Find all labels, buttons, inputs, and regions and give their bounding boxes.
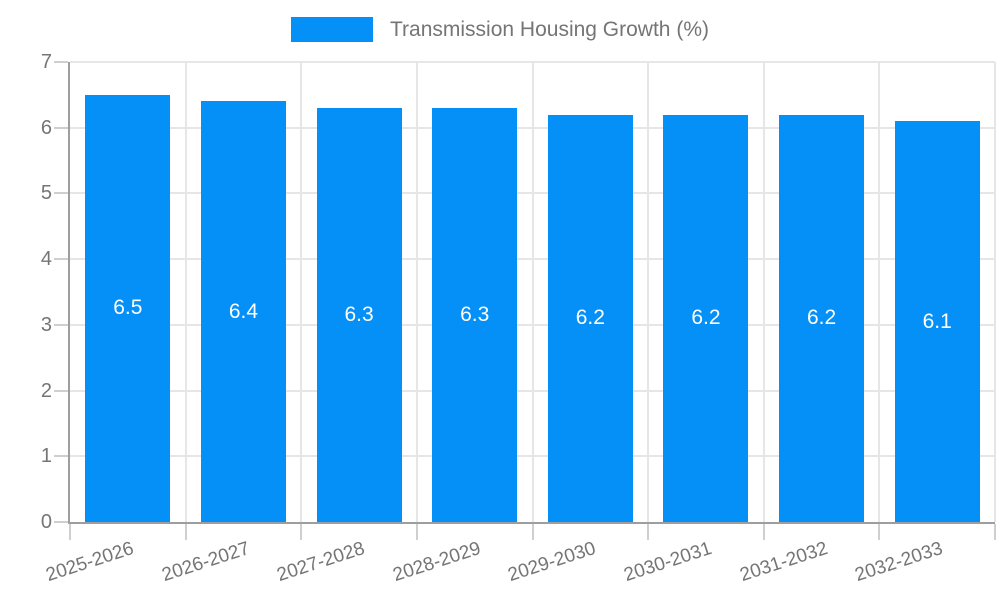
gridline-vertical [994, 62, 996, 522]
gridline-vertical [531, 62, 534, 522]
bar-value-label: 6.5 [113, 296, 143, 320]
bar-value-label: 6.1 [922, 309, 952, 333]
bar[interactable]: 6.1 [894, 121, 980, 522]
gridline-vertical [300, 62, 303, 522]
x-axis-tick [415, 524, 418, 540]
y-tick-label: 2 [40, 379, 52, 402]
y-tick-label: 5 [40, 182, 52, 205]
gridline-vertical [184, 62, 187, 522]
y-axis-tick [54, 258, 68, 261]
x-axis-tick [647, 524, 650, 540]
bar-value-label: 6.3 [460, 303, 490, 326]
y-axis-tick [54, 192, 68, 195]
x-tick-label: 2030-2031 [621, 538, 715, 587]
bar[interactable]: 6.2 [779, 114, 865, 522]
x-axis-tick [300, 524, 303, 540]
bar-value-label: 6.4 [228, 299, 259, 323]
bar[interactable]: 6.4 [200, 101, 286, 522]
bar-value-label: 6.2 [575, 306, 605, 330]
y-tick-label: 0 [40, 511, 52, 533]
bar-value-label: 6.2 [806, 306, 837, 330]
y-axis-tick [54, 323, 68, 326]
x-tick-label: 2025-2026 [43, 538, 137, 587]
bar[interactable]: 6.2 [547, 114, 633, 522]
gridline-vertical [878, 62, 881, 522]
y-tick-label: 7 [40, 51, 52, 73]
bar-value-label: 6.3 [344, 303, 374, 326]
y-axis-tick [54, 455, 68, 458]
y-axis-tick [54, 389, 68, 392]
x-tick-label: 2028-2029 [390, 538, 484, 587]
bar[interactable]: 6.3 [432, 108, 518, 522]
x-axis-tick [531, 524, 534, 540]
y-tick-label: 1 [40, 445, 52, 468]
x-tick-label: 2026-2027 [159, 538, 252, 587]
plot-area: 0 1 2 3 4 5 6 7 6.5 6.4 6.3 6.3 6.2 6.2 6.2 6.1 2025-202… [41, 51, 996, 586]
y-axis-tick [54, 126, 68, 129]
gridline-vertical [762, 62, 765, 522]
y-axis-tick [54, 61, 68, 63]
x-tick-label: 2027-2028 [274, 538, 368, 587]
y-axis-tick [54, 521, 68, 523]
x-axis-tick [994, 524, 996, 540]
bar[interactable]: 6.5 [85, 94, 171, 522]
y-tick-label: 4 [40, 248, 52, 271]
gridline-vertical [647, 62, 650, 522]
x-tick-label: 2029-2030 [505, 538, 599, 587]
x-axis-tick [762, 524, 765, 540]
y-tick-label: 3 [40, 313, 52, 336]
legend-label[interactable]: Transmission Housing Growth (%) [390, 18, 709, 41]
legend: Transmission Housing Growth (%) [0, 17, 1000, 42]
x-axis-tick [69, 524, 71, 540]
bar[interactable]: 6.3 [316, 108, 402, 522]
y-tick-label: 6 [40, 116, 52, 139]
legend-swatch[interactable] [291, 17, 373, 42]
gridline-vertical [415, 62, 418, 522]
bar-value-label: 6.2 [691, 306, 721, 330]
x-axis-tick [184, 524, 187, 540]
x-tick-label: 2032-2033 [852, 538, 946, 587]
x-tick-label: 2031-2032 [737, 538, 831, 587]
bar[interactable]: 6.2 [663, 114, 749, 522]
x-axis-tick [878, 524, 881, 540]
